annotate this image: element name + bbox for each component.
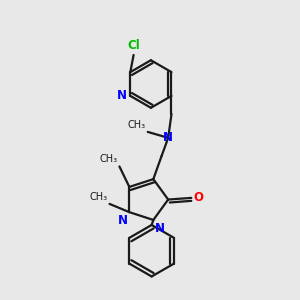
Text: CH₃: CH₃: [90, 192, 108, 202]
Text: CH₃: CH₃: [100, 154, 118, 164]
Text: CH₃: CH₃: [128, 120, 146, 130]
Text: N: N: [155, 222, 165, 235]
Text: O: O: [194, 191, 204, 204]
Text: N: N: [117, 89, 127, 102]
Text: N: N: [163, 131, 173, 144]
Text: Cl: Cl: [127, 39, 140, 52]
Text: N: N: [118, 214, 128, 227]
